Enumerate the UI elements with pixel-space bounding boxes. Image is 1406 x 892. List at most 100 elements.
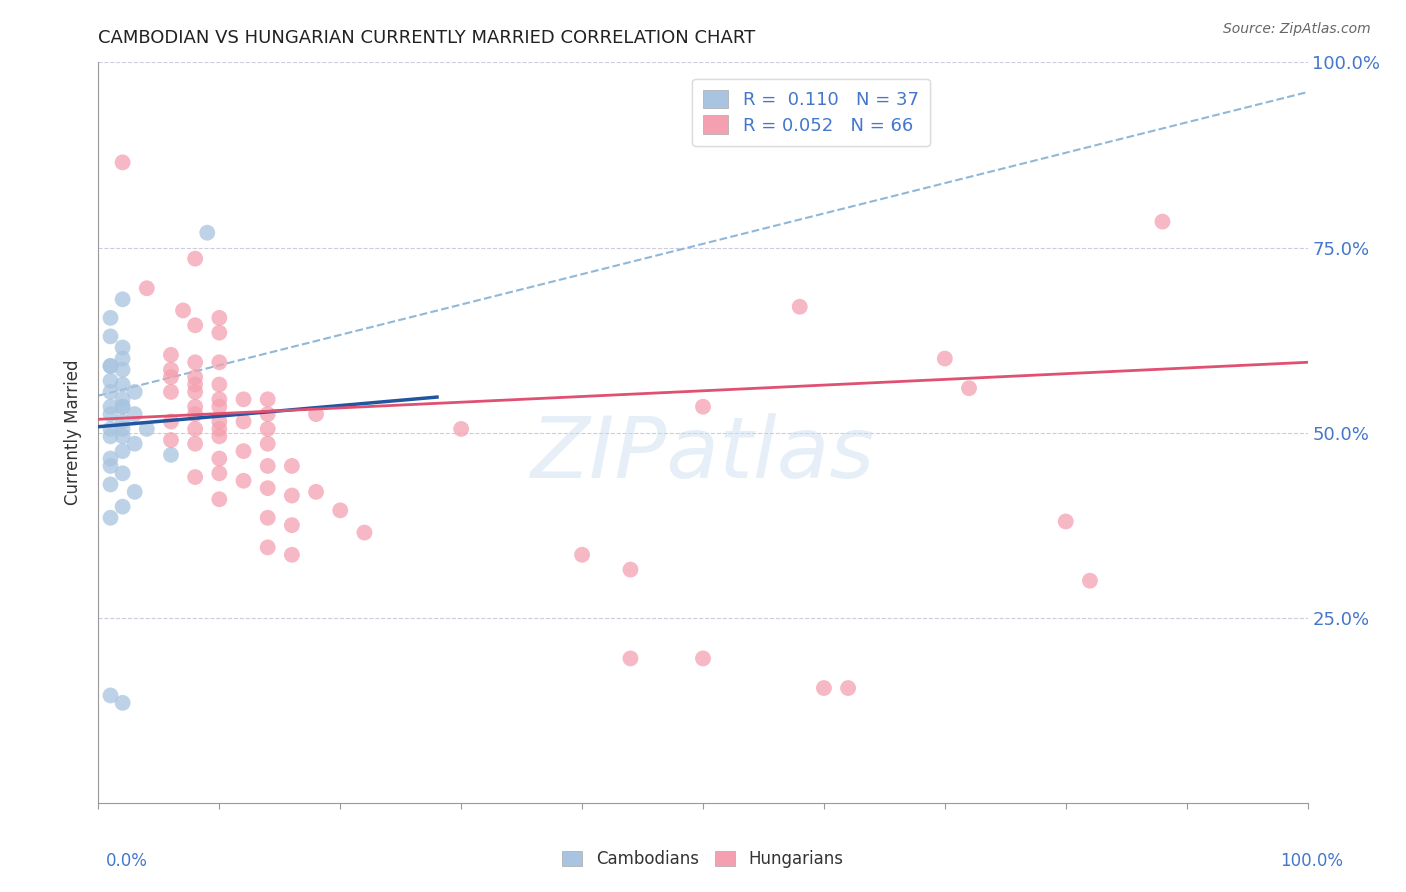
Legend: Cambodians, Hungarians: Cambodians, Hungarians [555,844,851,875]
Point [184,407,207,421]
Point [111,362,134,376]
Point [1054,515,1077,529]
Point [934,351,956,366]
Point [100,458,122,473]
Point [208,392,231,407]
Point [111,392,134,407]
Point [256,458,278,473]
Point [837,681,859,695]
Point [100,451,122,466]
Point [184,377,207,392]
Point [184,436,207,450]
Point [100,510,122,524]
Point [305,407,328,421]
Point [100,329,122,343]
Point [111,400,134,414]
Point [100,477,122,491]
Point [111,293,134,307]
Point [124,484,146,499]
Point [256,407,278,421]
Point [256,510,278,524]
Point [692,400,714,414]
Point [160,362,183,376]
Point [571,548,593,562]
Point [111,467,134,481]
Point [111,341,134,355]
Point [184,470,207,484]
Point [135,422,157,436]
Point [813,681,835,695]
Point [1078,574,1101,588]
Point [208,415,231,429]
Point [111,422,134,436]
Point [329,503,352,517]
Legend: R =  0.110   N = 37, R = 0.052   N = 66: R = 0.110 N = 37, R = 0.052 N = 66 [692,78,929,145]
Y-axis label: Currently Married: Currently Married [65,359,83,506]
Point [232,415,254,429]
Point [100,422,122,436]
Text: CAMBODIAN VS HUNGARIAN CURRENTLY MARRIED CORRELATION CHART: CAMBODIAN VS HUNGARIAN CURRENTLY MARRIED… [98,29,755,47]
Point [111,415,134,429]
Point [789,300,811,314]
Point [100,359,122,373]
Point [256,481,278,495]
Point [232,474,254,488]
Point [184,384,207,399]
Point [208,429,231,443]
Point [100,407,122,421]
Point [256,436,278,450]
Point [281,548,304,562]
Point [111,377,134,392]
Point [160,433,183,447]
Point [160,415,183,429]
Point [111,500,134,514]
Point [184,370,207,384]
Point [172,303,194,318]
Point [208,377,231,392]
Point [450,422,472,436]
Point [184,422,207,436]
Text: Source: ZipAtlas.com: Source: ZipAtlas.com [1223,22,1371,37]
Point [208,467,231,481]
Point [111,351,134,366]
Point [184,400,207,414]
Point [100,429,122,443]
Point [232,444,254,458]
Point [619,651,641,665]
Point [305,484,328,499]
Text: ZIPatlas: ZIPatlas [531,413,875,496]
Point [184,252,207,266]
Point [100,384,122,399]
Point [208,355,231,369]
Point [208,326,231,340]
Text: 100.0%: 100.0% [1279,852,1343,870]
Point [100,400,122,414]
Point [124,407,146,421]
Point [111,429,134,443]
Point [208,310,231,325]
Point [256,422,278,436]
Point [184,318,207,333]
Point [281,458,304,473]
Point [160,384,183,399]
Point [692,651,714,665]
Point [111,444,134,458]
Point [208,492,231,507]
Point [100,310,122,325]
Point [160,448,183,462]
Point [208,451,231,466]
Point [619,563,641,577]
Point [124,436,146,450]
Point [195,226,218,240]
Point [160,348,183,362]
Point [281,518,304,533]
Point [353,525,375,540]
Point [124,384,146,399]
Point [232,392,254,407]
Point [208,422,231,436]
Point [135,281,157,295]
Point [111,696,134,710]
Point [111,400,134,414]
Point [111,155,134,169]
Point [281,489,304,503]
